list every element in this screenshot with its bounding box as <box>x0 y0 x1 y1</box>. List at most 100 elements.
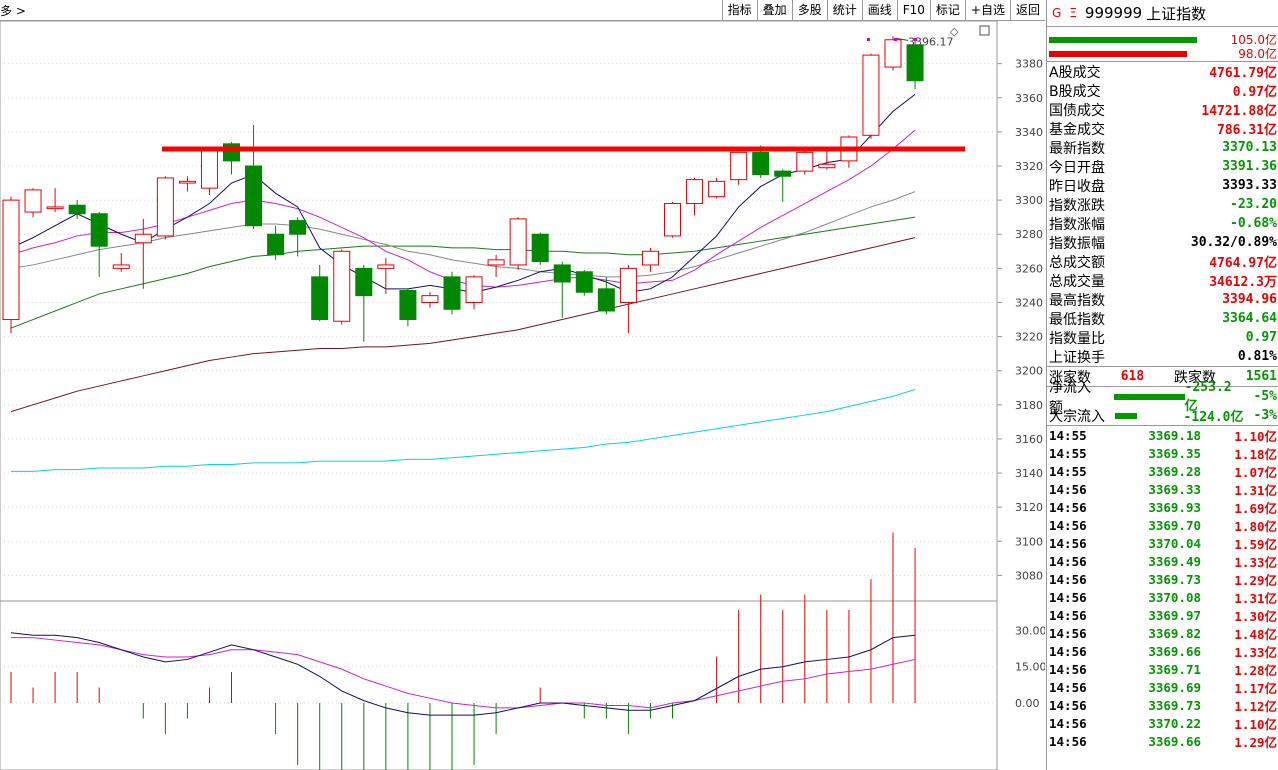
diamond-icon: ◇ <box>950 25 959 38</box>
toolbar-button-4[interactable]: 画线 <box>861 0 897 20</box>
candle-body <box>112 264 130 269</box>
tick-amount: 1.28亿 <box>1234 662 1277 678</box>
y-tick-label: 3380 <box>1015 58 1043 71</box>
stat-row: 指数振幅 30.32/0.89% <box>1047 233 1278 252</box>
buy-bar <box>1049 37 1197 43</box>
stat-value: 34612.3万 <box>1209 275 1277 290</box>
tick-row: 14:55 3369.28 1.07亿 <box>1047 462 1278 480</box>
candle-body <box>200 148 218 189</box>
down-count-label: 跌家数 <box>1173 369 1216 386</box>
candle-body <box>686 179 704 205</box>
tick-row: 14:56 3369.69 1.17亿 <box>1047 678 1278 696</box>
stat-row: 上证换手 0.81% <box>1047 347 1278 366</box>
stat-value: 14721.88亿 <box>1201 104 1277 119</box>
tick-time: 14:56 <box>1049 481 1087 497</box>
stat-row: 今日开盘 3391.36 <box>1047 157 1278 176</box>
stat-label: 指数量比 <box>1049 330 1105 347</box>
candle-body <box>178 180 196 184</box>
tick-price: 3369.28 <box>1148 463 1201 479</box>
index-stats: A股成交 4761.79亿 B股成交 0.97亿 国债成交 14721.88亿 基金成交 78… <box>1047 62 1278 366</box>
tick-price: 3369.93 <box>1148 499 1201 515</box>
stat-value: 3394.96 <box>1222 292 1277 307</box>
candle-body <box>619 267 637 303</box>
candle-body <box>641 250 659 266</box>
buy-bar-value: 105.0亿 <box>1230 33 1277 47</box>
candle-body <box>708 180 726 198</box>
period-selector[interactable]: 多 > <box>0 4 26 18</box>
toolbar-button-2[interactable]: 多股 <box>791 0 827 20</box>
tick-row: 14:56 3369.66 1.33亿 <box>1047 642 1278 660</box>
toolbar-button-0[interactable]: 指标 <box>721 0 757 20</box>
toolbar-button-3[interactable]: 统计 <box>826 0 862 20</box>
signal-marker <box>867 38 870 41</box>
stat-row: A股成交 4761.79亿 <box>1047 62 1278 82</box>
candle-body <box>531 233 549 263</box>
kline-chart[interactable]: 3380 3360 3340 3320 3300 3280 3260 3240 3220 3200… <box>0 21 1045 770</box>
kline-svg[interactable]: 3380 3360 3340 3320 3300 3280 3260 3240 3220 3200… <box>0 21 1045 770</box>
tick-list[interactable]: 14:55 3369.18 1.10亿 14:55 3369.35 1.18亿 14:55 3… <box>1047 426 1278 750</box>
sell-bar-value: 98.0亿 <box>1238 47 1277 61</box>
stat-value: 3391.36 <box>1222 159 1277 174</box>
stat-value: 30.32/0.89% <box>1190 235 1277 250</box>
stat-row: 总成交量 34612.3万 <box>1047 271 1278 291</box>
tick-row: 14:56 3369.73 1.12亿 <box>1047 696 1278 714</box>
candle-body <box>245 165 263 227</box>
stat-label: 最低指数 <box>1049 311 1105 328</box>
macd-tick-label: 0.00 <box>1015 697 1040 710</box>
candle-body <box>818 163 836 169</box>
tick-row: 14:56 3369.33 1.31亿 <box>1047 480 1278 498</box>
tick-price: 3369.97 <box>1148 607 1201 623</box>
stat-value: 0.81% <box>1237 349 1277 364</box>
flow-label: 净流入额 <box>1049 379 1091 416</box>
tick-amount: 1.17亿 <box>1234 680 1277 696</box>
y-tick-label: 3200 <box>1015 365 1043 378</box>
tick-amount: 1.80亿 <box>1234 518 1277 534</box>
breadth-row: 涨家数 618 跌家数 1561 <box>1047 367 1278 386</box>
ma5-line <box>10 93 916 293</box>
y-tick-label: 3220 <box>1015 331 1043 344</box>
toolbar-button-1[interactable]: 叠加 <box>756 0 792 20</box>
tick-price: 3369.73 <box>1148 571 1201 587</box>
tick-price: 3369.18 <box>1148 427 1201 443</box>
stat-row: 最低指数 3364.64 <box>1047 309 1278 328</box>
tick-time: 14:56 <box>1049 535 1087 551</box>
tick-time: 14:55 <box>1049 427 1087 443</box>
y-tick-label: 3260 <box>1015 262 1043 275</box>
tick-row: 14:55 3369.18 1.10亿 <box>1047 426 1278 444</box>
tick-time: 14:55 <box>1049 463 1087 479</box>
stock-code: 999999 <box>1084 4 1143 22</box>
tick-row: 14:56 3369.49 1.33亿 <box>1047 552 1278 570</box>
tick-time: 14:56 <box>1049 625 1087 641</box>
tick-time: 14:56 <box>1049 643 1087 659</box>
ma20-line <box>10 191 916 278</box>
tick-amount: 1.59亿 <box>1234 536 1277 552</box>
settings-icon <box>979 25 990 36</box>
menu-icon[interactable]: Ξ <box>1069 6 1077 20</box>
toolbar-button-8[interactable]: 返回 <box>1009 0 1045 20</box>
tick-price: 3369.66 <box>1148 643 1201 659</box>
tick-price: 3369.35 <box>1148 445 1201 461</box>
candle-body <box>333 250 351 322</box>
quote-header: G Ξ 999999 上证指数 <box>1047 0 1278 27</box>
tick-time: 14:56 <box>1049 733 1087 749</box>
stat-row: 国债成交 14721.88亿 <box>1047 100 1278 120</box>
candle-body <box>752 151 770 176</box>
toolbar-button-5[interactable]: F10 <box>896 0 930 20</box>
y-tick-label: 3360 <box>1015 92 1043 105</box>
toolbar-buttons: 指标 叠加 多股 统计 画线 F10 标记 +自选 返回 <box>721 0 1045 20</box>
tick-amount: 1.29亿 <box>1234 734 1277 750</box>
g-icon[interactable]: G <box>1052 6 1062 20</box>
tick-amount: 1.33亿 <box>1234 644 1277 660</box>
y-tick-label: 3100 <box>1015 535 1043 548</box>
stat-row: 指数量比 0.97 <box>1047 328 1278 347</box>
toolbar-button-6[interactable]: 标记 <box>929 0 965 20</box>
tick-time: 14:56 <box>1049 517 1087 533</box>
stat-label: B股成交 <box>1049 83 1101 100</box>
tick-time: 14:56 <box>1049 661 1087 677</box>
high-price-label: 3396.17 <box>908 35 954 48</box>
tick-price: 3369.73 <box>1148 697 1201 713</box>
tick-row: 14:56 3369.73 1.29亿 <box>1047 570 1278 588</box>
toolbar-button-7[interactable]: +自选 <box>964 0 1010 20</box>
stat-value: 0.97 <box>1245 330 1277 345</box>
tick-time: 14:56 <box>1049 679 1087 695</box>
